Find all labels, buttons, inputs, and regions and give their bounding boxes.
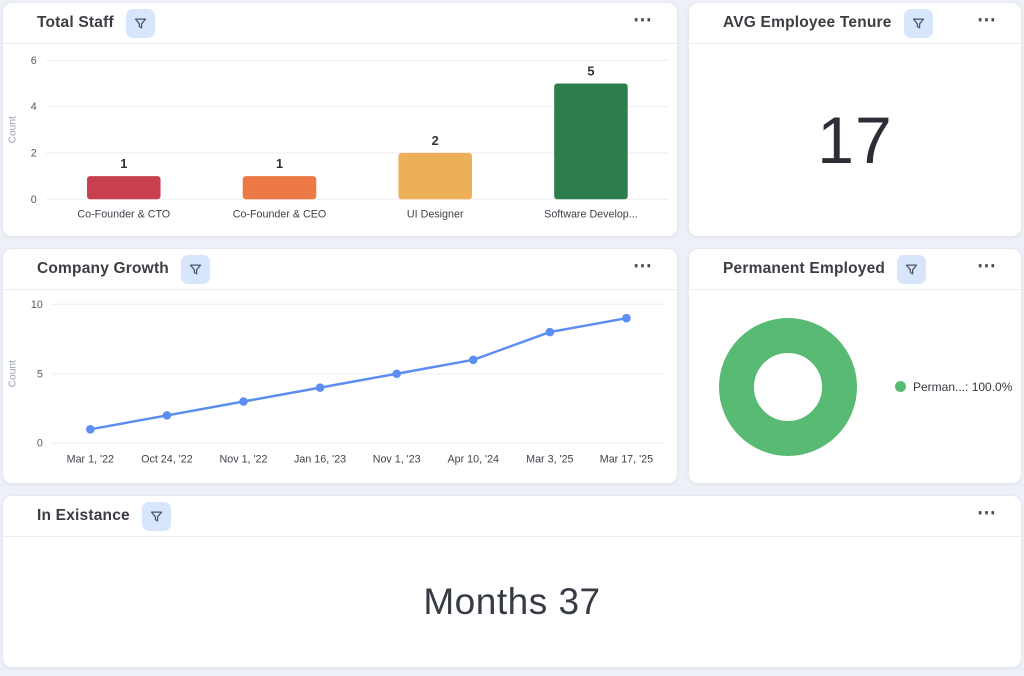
svg-text:Co-Founder & CTO: Co-Founder & CTO: [77, 209, 170, 221]
data-point-Mar 3, '25[interactable]: [545, 327, 555, 337]
svg-text:Apr 10, '24: Apr 10, '24: [448, 454, 500, 466]
company-growth-header: Company Growth ⋯: [3, 249, 677, 290]
company-growth-card: Company Growth ⋯ 0 5 10 Count Mar 1, '22 Oct …: [2, 248, 678, 484]
in-existance-header: In Existance ⋯: [3, 496, 1021, 537]
svg-text:Count: Count: [7, 116, 18, 143]
bar-Software Develop...[interactable]: [554, 83, 628, 200]
permanent-employed-header: Permanent Employed ⋯: [689, 249, 1021, 290]
filter-icon: [188, 262, 203, 277]
svg-text:1: 1: [120, 156, 127, 171]
svg-text:2: 2: [432, 133, 439, 148]
data-point-Oct 24, '22[interactable]: [162, 411, 172, 420]
filter-button[interactable]: [125, 8, 155, 38]
filter-icon: [149, 509, 164, 524]
total-staff-card: Total Staff ⋯ 0 2 4 6 Count 1 Co-Founder & CTO…: [2, 2, 678, 237]
donut-legend-item: Perman...: 100.0%: [895, 380, 1012, 394]
total-staff-header: Total Staff ⋯: [3, 3, 677, 44]
svg-text:2: 2: [31, 147, 37, 159]
bar-Co-Founder & CTO[interactable]: [87, 176, 161, 200]
svg-text:10: 10: [31, 299, 43, 311]
card-menu-button[interactable]: ⋯: [975, 9, 999, 38]
in-existance-card: In Existance ⋯ Months 37: [2, 495, 1022, 668]
svg-text:5: 5: [37, 368, 43, 380]
svg-text:Software Develop...: Software Develop...: [544, 209, 638, 221]
svg-text:Oct 24, '22: Oct 24, '22: [141, 454, 193, 466]
svg-text:UI Designer: UI Designer: [407, 209, 464, 221]
avg-tenure-header: AVG Employee Tenure ⋯: [689, 3, 1021, 44]
filter-button[interactable]: [141, 501, 171, 531]
bar-Co-Founder & CEO[interactable]: [242, 176, 317, 200]
permanent-employed-card: Permanent Employed ⋯ Perman...: 100.0%: [688, 248, 1022, 484]
permanent-employed-donut-chart: Perman...: 100.0%: [689, 290, 1021, 483]
filter-icon: [904, 262, 919, 277]
svg-text:Nov 1, '22: Nov 1, '22: [220, 454, 268, 466]
svg-text:0: 0: [37, 438, 43, 450]
svg-text:5: 5: [587, 63, 594, 78]
filter-icon: [133, 16, 148, 31]
data-point-Nov 1, '22[interactable]: [239, 397, 248, 406]
svg-text:1: 1: [276, 156, 283, 171]
card-menu-button[interactable]: ⋯: [975, 502, 999, 531]
legend-label: Perman...: 100.0%: [913, 379, 1013, 394]
data-point-Jan 16, '23[interactable]: [315, 383, 325, 392]
card-menu-button[interactable]: ⋯: [631, 255, 655, 284]
svg-text:Mar 17, '25: Mar 17, '25: [600, 454, 653, 466]
svg-text:Count: Count: [7, 360, 18, 387]
card-title: In Existance: [37, 507, 130, 524]
svg-text:0: 0: [31, 194, 37, 206]
donut-ring[interactable]: [719, 317, 857, 456]
card-title: AVG Employee Tenure: [723, 14, 892, 31]
svg-text:Mar 3, '25: Mar 3, '25: [526, 454, 573, 466]
avg-employee-tenure-card: AVG Employee Tenure ⋯ 17: [688, 2, 1022, 237]
card-menu-button[interactable]: ⋯: [631, 9, 655, 38]
data-point-Mar 1, '22[interactable]: [86, 424, 95, 434]
avg-tenure-value: 17: [817, 103, 893, 177]
bar-UI Designer[interactable]: [398, 152, 472, 200]
svg-text:Mar 1, '22: Mar 1, '22: [67, 454, 114, 466]
card-menu-button[interactable]: ⋯: [975, 255, 999, 284]
company-growth-line-chart: 0 5 10 Count Mar 1, '22 Oct 24, '22 Nov 1, '22…: [3, 290, 677, 483]
filter-button[interactable]: [897, 254, 927, 284]
in-existance-value: Months 37: [423, 581, 601, 622]
svg-text:4: 4: [31, 101, 37, 113]
data-point-Mar 17, '25[interactable]: [622, 313, 631, 323]
filter-button[interactable]: [180, 254, 210, 284]
legend-dot: [895, 381, 906, 392]
card-title: Permanent Employed: [723, 260, 886, 277]
filter-icon: [911, 16, 926, 31]
card-title: Company Growth: [37, 260, 169, 277]
filter-button[interactable]: [903, 8, 933, 38]
svg-text:Jan 16, '23: Jan 16, '23: [294, 454, 346, 466]
card-title: Total Staff: [37, 14, 114, 31]
data-point-Apr 10, '24[interactable]: [468, 355, 478, 365]
data-point-Nov 1, '23[interactable]: [392, 369, 401, 379]
svg-text:Co-Founder & CEO: Co-Founder & CEO: [233, 209, 327, 221]
svg-text:Nov 1, '23: Nov 1, '23: [373, 454, 421, 466]
svg-text:6: 6: [31, 55, 37, 67]
total-staff-bar-chart: 0 2 4 6 Count 1 Co-Founder & CTO 1 Co-Founder & …: [3, 44, 677, 236]
